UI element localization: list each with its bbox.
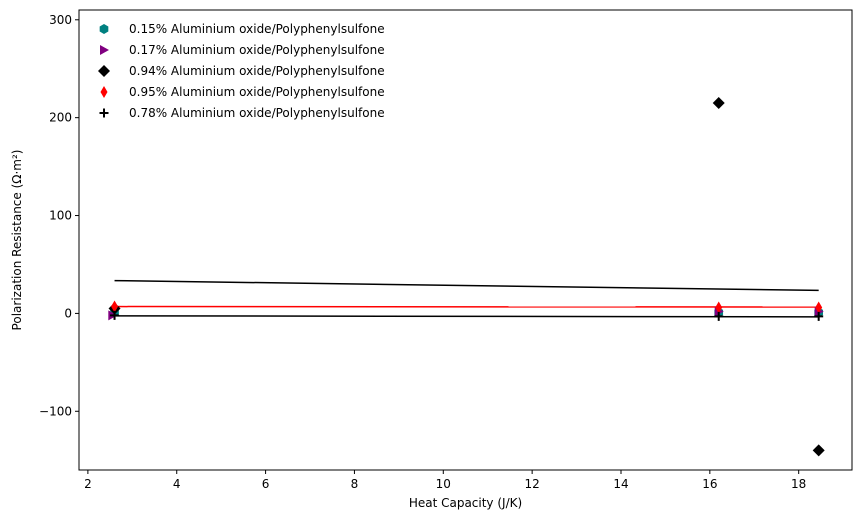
x-tick-label: 6 — [262, 477, 270, 491]
legend-label: 0.94% Aluminium oxide/Polyphenylsulfone — [129, 64, 385, 78]
data-point — [713, 97, 725, 109]
x-tick-label: 10 — [436, 477, 451, 491]
legend-marker — [101, 86, 108, 98]
legend-label: 0.17% Aluminium oxide/Polyphenylsulfone — [129, 43, 385, 57]
legend-marker — [98, 65, 110, 77]
y-tick-label: 0 — [64, 306, 72, 320]
plot-frame — [79, 10, 852, 470]
plot-marks — [108, 97, 824, 456]
legend-label: 0.95% Aluminium oxide/Polyphenylsulfone — [129, 85, 385, 99]
x-tick-label: 16 — [702, 477, 717, 491]
legend-marker — [100, 24, 109, 34]
x-tick-label: 14 — [613, 477, 628, 491]
y-axis-title: Polarization Resistance (Ω·m²) — [10, 150, 24, 331]
y-tick-label: 200 — [49, 111, 72, 125]
legend-label: 0.15% Aluminium oxide/Polyphenylsulfone — [129, 22, 385, 36]
data-point — [813, 444, 825, 456]
trend-line — [115, 316, 819, 317]
legend-marker — [100, 109, 109, 118]
x-tick-label: 4 — [173, 477, 181, 491]
trend-line — [115, 281, 819, 291]
legend: 0.15% Aluminium oxide/Polyphenylsulfone 0… — [98, 22, 385, 120]
x-tick-label: 2 — [84, 477, 92, 491]
y-tick-label: 300 — [49, 13, 72, 27]
x-tick-label: 18 — [791, 477, 806, 491]
x-tick-label: 8 — [351, 477, 359, 491]
x-axis-title: Heat Capacity (J/K) — [409, 496, 522, 510]
y-tick-label: 100 — [49, 209, 72, 223]
legend-marker — [100, 45, 109, 55]
x-tick-label: 12 — [524, 477, 539, 491]
y-tick-label: −100 — [39, 404, 72, 418]
legend-label: 0.78% Aluminium oxide/Polyphenylsulfone — [129, 106, 385, 120]
